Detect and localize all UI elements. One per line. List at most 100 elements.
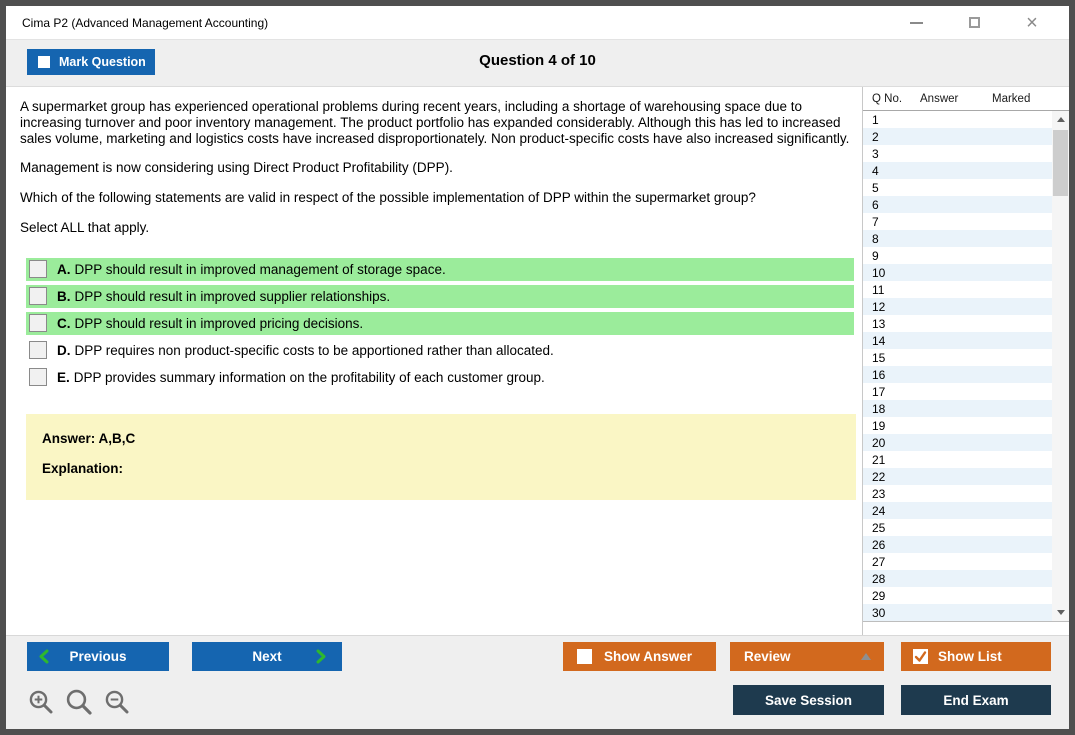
question-list-row[interactable]: 12 [863,298,1052,315]
question-list-row[interactable]: 13 [863,315,1052,332]
cell-q: 22 [872,469,886,484]
cell-q: 28 [872,571,886,586]
show-answer-button[interactable]: Show Answer [563,642,716,671]
zoom-out-icon[interactable] [104,689,131,716]
question-paragraph: Select ALL that apply. [20,219,150,235]
maximize-button[interactable] [963,12,985,34]
mark-question-label: Mark Question [59,55,146,69]
cell-q: 12 [872,299,886,314]
scroll-down-button[interactable] [1052,604,1069,621]
save-session-label: Save Session [764,692,853,708]
question-list-row[interactable]: 3 [863,145,1052,162]
close-button[interactable]: × [1021,12,1043,34]
option-row[interactable]: A. DPP should result in improved manageme… [26,257,854,281]
question-list-row[interactable]: 17 [863,383,1052,400]
question-paragraph: Which of the following statements are va… [20,190,756,206]
show-list-button[interactable]: Show List [901,642,1051,671]
main-area: A supermarket group has experienced oper… [6,87,1069,635]
cell-q: 11 [872,282,885,297]
footer-bar: Previous Next Show Answer Review Show Li… [6,635,1069,729]
question-header: Mark Question Question 4 of 10 [6,40,1069,87]
question-list-row[interactable]: 30 [863,604,1052,621]
zoom-reset-icon[interactable] [65,688,94,717]
question-list-row[interactable]: 24 [863,502,1052,519]
zoom-in-icon[interactable] [28,689,55,716]
question-list-row[interactable]: 2 [863,128,1052,145]
question-list-row[interactable]: 5 [863,179,1052,196]
option-checkbox[interactable] [29,287,47,306]
question-list-row[interactable]: 10 [863,264,1052,281]
option-checkbox[interactable] [29,368,47,387]
mark-question-checkbox[interactable] [38,56,50,68]
question-list-row[interactable]: 8 [863,230,1052,247]
option-text: D. DPP requires non product-specific cost… [57,342,554,358]
cell-q: 8 [872,231,879,246]
window-title: Cima P2 (Advanced Management Accounting) [22,15,269,30]
option-text: C. DPP should result in improved pricing … [57,315,364,331]
option-row[interactable]: D. DPP requires non product-specific cost… [26,338,854,362]
option-text: B. DPP should result in improved supplier… [57,288,391,304]
cell-q: 25 [872,520,886,535]
question-list-row[interactable]: 7 [863,213,1052,230]
previous-button[interactable]: Previous [27,642,169,671]
cell-q: 30 [872,605,886,620]
options-list: A. DPP should result in improved manageme… [26,257,856,389]
question-list-row[interactable]: 26 [863,536,1052,553]
question-list-row[interactable]: 18 [863,400,1052,417]
question-list-body: 1 2 3 4 5 6 7 8 9 10 11 12 13 14 15 16 17 18 19 20 21 22 23 24 2… [863,111,1069,622]
option-letter: C. [57,315,71,331]
question-list-rows: 1 2 3 4 5 6 7 8 9 10 11 12 13 14 15 16 17 18 19 20 21 22 23 24 2… [863,111,1052,621]
show-answer-checkbox[interactable] [577,649,592,664]
question-list-row[interactable]: 19 [863,417,1052,434]
question-list-row[interactable]: 29 [863,587,1052,604]
question-list-row[interactable]: 25 [863,519,1052,536]
chevron-left-icon [39,649,49,664]
cell-q: 5 [872,180,879,195]
question-list-panel: Q No. Answer Marked 1 2 3 4 5 6 7 8 9 10 11 12 13 14 1… [862,87,1069,635]
scrollbar-thumb[interactable] [1053,130,1068,196]
question-list-row[interactable]: 9 [863,247,1052,264]
minimize-icon [909,21,923,24]
cell-q: 2 [872,129,879,144]
scroll-up-button[interactable] [1052,111,1069,128]
cell-q: 19 [872,418,886,433]
question-list-row[interactable]: 14 [863,332,1052,349]
cell-q: 15 [872,350,886,365]
cell-q: 7 [872,214,879,229]
question-list-row[interactable]: 27 [863,553,1052,570]
end-exam-label: End Exam [943,692,1009,708]
cell-q: 17 [872,384,886,399]
question-list-row[interactable]: 20 [863,434,1052,451]
question-list-row[interactable]: 11 [863,281,1052,298]
question-list-row[interactable]: 23 [863,485,1052,502]
previous-label: Previous [69,649,127,664]
next-button[interactable]: Next [192,642,342,671]
title-bar: Cima P2 (Advanced Management Accounting)… [6,6,1069,40]
question-list-row[interactable]: 22 [863,468,1052,485]
question-list-row[interactable]: 6 [863,196,1052,213]
question-list-scrollbar[interactable] [1052,111,1069,621]
end-exam-button[interactable]: End Exam [901,685,1051,715]
question-list-row[interactable]: 21 [863,451,1052,468]
question-list-row[interactable]: 4 [863,162,1052,179]
save-session-button[interactable]: Save Session [733,685,884,715]
review-dropdown-button[interactable]: Review [730,642,884,671]
question-list-row[interactable]: 1 [863,111,1052,128]
show-list-checkbox[interactable] [913,649,928,664]
mark-question-button[interactable]: Mark Question [27,49,155,75]
option-checkbox[interactable] [29,314,47,333]
cell-q: 18 [872,401,886,416]
triangle-up-icon [861,653,871,660]
option-row[interactable]: C. DPP should result in improved pricing … [26,311,854,335]
question-list-row[interactable]: 28 [863,570,1052,587]
explanation-label: Explanation: [42,460,124,476]
minimize-button[interactable] [905,12,927,34]
option-row[interactable]: B. DPP should result in improved supplier… [26,284,854,308]
option-checkbox[interactable] [29,260,47,279]
option-row[interactable]: E. DPP provides summary information on th… [26,365,854,389]
show-answer-label: Show Answer [604,649,693,664]
question-list-row[interactable]: 15 [863,349,1052,366]
option-checkbox[interactable] [29,341,47,360]
question-list-row[interactable]: 16 [863,366,1052,383]
